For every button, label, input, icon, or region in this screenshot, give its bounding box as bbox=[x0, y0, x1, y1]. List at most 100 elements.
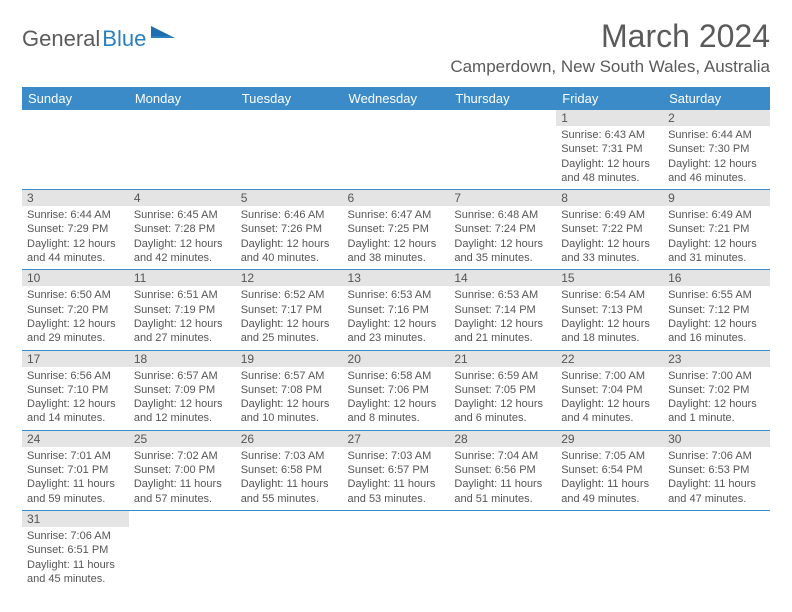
calendar-day-cell: 5Sunrise: 6:46 AMSunset: 7:26 PMDaylight… bbox=[236, 190, 343, 270]
day-details: Sunrise: 7:03 AMSunset: 6:58 PMDaylight:… bbox=[236, 447, 343, 510]
day-details: Sunrise: 6:53 AMSunset: 7:16 PMDaylight:… bbox=[343, 286, 450, 349]
calendar-day-cell: 16Sunrise: 6:55 AMSunset: 7:12 PMDayligh… bbox=[663, 270, 770, 350]
day-number: 29 bbox=[556, 431, 663, 447]
day-details: Sunrise: 6:49 AMSunset: 7:22 PMDaylight:… bbox=[556, 206, 663, 269]
day-number: 6 bbox=[343, 190, 450, 206]
day-details: Sunrise: 7:01 AMSunset: 7:01 PMDaylight:… bbox=[22, 447, 129, 510]
calendar-day-cell: 26Sunrise: 7:03 AMSunset: 6:58 PMDayligh… bbox=[236, 430, 343, 510]
day-details: Sunrise: 6:44 AMSunset: 7:29 PMDaylight:… bbox=[22, 206, 129, 269]
day-details: Sunrise: 7:06 AMSunset: 6:51 PMDaylight:… bbox=[22, 527, 129, 590]
calendar-day-cell: 23Sunrise: 7:00 AMSunset: 7:02 PMDayligh… bbox=[663, 350, 770, 430]
calendar-day-cell bbox=[236, 510, 343, 590]
day-details: Sunrise: 6:47 AMSunset: 7:25 PMDaylight:… bbox=[343, 206, 450, 269]
calendar-day-cell: 2Sunrise: 6:44 AMSunset: 7:30 PMDaylight… bbox=[663, 110, 770, 190]
calendar-day-cell: 10Sunrise: 6:50 AMSunset: 7:20 PMDayligh… bbox=[22, 270, 129, 350]
day-number: 7 bbox=[449, 190, 556, 206]
day-details: Sunrise: 7:00 AMSunset: 7:02 PMDaylight:… bbox=[663, 367, 770, 430]
calendar-week-row: 3Sunrise: 6:44 AMSunset: 7:29 PMDaylight… bbox=[22, 190, 770, 270]
calendar-day-cell: 14Sunrise: 6:53 AMSunset: 7:14 PMDayligh… bbox=[449, 270, 556, 350]
day-number: 22 bbox=[556, 351, 663, 367]
day-number: 21 bbox=[449, 351, 556, 367]
day-number: 5 bbox=[236, 190, 343, 206]
calendar-day-cell: 29Sunrise: 7:05 AMSunset: 6:54 PMDayligh… bbox=[556, 430, 663, 510]
calendar-day-cell: 17Sunrise: 6:56 AMSunset: 7:10 PMDayligh… bbox=[22, 350, 129, 430]
calendar-day-cell: 9Sunrise: 6:49 AMSunset: 7:21 PMDaylight… bbox=[663, 190, 770, 270]
day-number: 17 bbox=[22, 351, 129, 367]
day-number: 30 bbox=[663, 431, 770, 447]
day-details: Sunrise: 6:56 AMSunset: 7:10 PMDaylight:… bbox=[22, 367, 129, 430]
calendar-body: 1Sunrise: 6:43 AMSunset: 7:31 PMDaylight… bbox=[22, 110, 770, 590]
location-subtitle: Camperdown, New South Wales, Australia bbox=[450, 57, 770, 77]
calendar-day-cell bbox=[343, 110, 450, 190]
calendar-day-cell bbox=[449, 510, 556, 590]
calendar-day-cell bbox=[236, 110, 343, 190]
calendar-day-cell: 31Sunrise: 7:06 AMSunset: 6:51 PMDayligh… bbox=[22, 510, 129, 590]
calendar-day-cell: 13Sunrise: 6:53 AMSunset: 7:16 PMDayligh… bbox=[343, 270, 450, 350]
day-number: 23 bbox=[663, 351, 770, 367]
calendar-week-row: 10Sunrise: 6:50 AMSunset: 7:20 PMDayligh… bbox=[22, 270, 770, 350]
weekday-header: Thursday bbox=[449, 87, 556, 110]
day-details: Sunrise: 7:02 AMSunset: 7:00 PMDaylight:… bbox=[129, 447, 236, 510]
calendar-header-row: SundayMondayTuesdayWednesdayThursdayFrid… bbox=[22, 87, 770, 110]
calendar-day-cell bbox=[663, 510, 770, 590]
day-details: Sunrise: 6:46 AMSunset: 7:26 PMDaylight:… bbox=[236, 206, 343, 269]
day-number: 19 bbox=[236, 351, 343, 367]
day-details: Sunrise: 6:54 AMSunset: 7:13 PMDaylight:… bbox=[556, 286, 663, 349]
calendar-day-cell: 3Sunrise: 6:44 AMSunset: 7:29 PMDaylight… bbox=[22, 190, 129, 270]
calendar-day-cell: 8Sunrise: 6:49 AMSunset: 7:22 PMDaylight… bbox=[556, 190, 663, 270]
day-details: Sunrise: 6:57 AMSunset: 7:08 PMDaylight:… bbox=[236, 367, 343, 430]
day-number: 26 bbox=[236, 431, 343, 447]
day-number: 20 bbox=[343, 351, 450, 367]
day-number: 31 bbox=[22, 511, 129, 527]
calendar-day-cell: 15Sunrise: 6:54 AMSunset: 7:13 PMDayligh… bbox=[556, 270, 663, 350]
calendar-day-cell bbox=[449, 110, 556, 190]
day-details: Sunrise: 6:48 AMSunset: 7:24 PMDaylight:… bbox=[449, 206, 556, 269]
day-number: 10 bbox=[22, 270, 129, 286]
calendar-day-cell: 19Sunrise: 6:57 AMSunset: 7:08 PMDayligh… bbox=[236, 350, 343, 430]
day-number: 9 bbox=[663, 190, 770, 206]
day-number: 18 bbox=[129, 351, 236, 367]
calendar-day-cell: 28Sunrise: 7:04 AMSunset: 6:56 PMDayligh… bbox=[449, 430, 556, 510]
day-details: Sunrise: 6:49 AMSunset: 7:21 PMDaylight:… bbox=[663, 206, 770, 269]
flag-icon bbox=[151, 22, 175, 48]
day-number: 2 bbox=[663, 110, 770, 126]
day-details: Sunrise: 6:44 AMSunset: 7:30 PMDaylight:… bbox=[663, 126, 770, 189]
day-details: Sunrise: 6:45 AMSunset: 7:28 PMDaylight:… bbox=[129, 206, 236, 269]
day-number: 1 bbox=[556, 110, 663, 126]
day-details: Sunrise: 6:57 AMSunset: 7:09 PMDaylight:… bbox=[129, 367, 236, 430]
logo-text-general: General bbox=[22, 26, 100, 52]
calendar-day-cell: 30Sunrise: 7:06 AMSunset: 6:53 PMDayligh… bbox=[663, 430, 770, 510]
day-number: 13 bbox=[343, 270, 450, 286]
day-number: 27 bbox=[343, 431, 450, 447]
calendar-day-cell bbox=[22, 110, 129, 190]
calendar-week-row: 17Sunrise: 6:56 AMSunset: 7:10 PMDayligh… bbox=[22, 350, 770, 430]
weekday-header: Wednesday bbox=[343, 87, 450, 110]
day-details: Sunrise: 6:58 AMSunset: 7:06 PMDaylight:… bbox=[343, 367, 450, 430]
day-details: Sunrise: 7:03 AMSunset: 6:57 PMDaylight:… bbox=[343, 447, 450, 510]
day-details: Sunrise: 7:06 AMSunset: 6:53 PMDaylight:… bbox=[663, 447, 770, 510]
weekday-header: Monday bbox=[129, 87, 236, 110]
day-details: Sunrise: 6:51 AMSunset: 7:19 PMDaylight:… bbox=[129, 286, 236, 349]
calendar-day-cell: 18Sunrise: 6:57 AMSunset: 7:09 PMDayligh… bbox=[129, 350, 236, 430]
day-number: 4 bbox=[129, 190, 236, 206]
calendar-day-cell: 12Sunrise: 6:52 AMSunset: 7:17 PMDayligh… bbox=[236, 270, 343, 350]
day-number: 12 bbox=[236, 270, 343, 286]
calendar-day-cell bbox=[129, 510, 236, 590]
calendar-day-cell bbox=[129, 110, 236, 190]
calendar-week-row: 31Sunrise: 7:06 AMSunset: 6:51 PMDayligh… bbox=[22, 510, 770, 590]
day-details: Sunrise: 6:53 AMSunset: 7:14 PMDaylight:… bbox=[449, 286, 556, 349]
day-details: Sunrise: 6:50 AMSunset: 7:20 PMDaylight:… bbox=[22, 286, 129, 349]
day-details: Sunrise: 6:52 AMSunset: 7:17 PMDaylight:… bbox=[236, 286, 343, 349]
day-details: Sunrise: 6:55 AMSunset: 7:12 PMDaylight:… bbox=[663, 286, 770, 349]
day-number: 28 bbox=[449, 431, 556, 447]
day-number: 15 bbox=[556, 270, 663, 286]
day-details: Sunrise: 7:05 AMSunset: 6:54 PMDaylight:… bbox=[556, 447, 663, 510]
calendar-day-cell: 7Sunrise: 6:48 AMSunset: 7:24 PMDaylight… bbox=[449, 190, 556, 270]
calendar-day-cell: 4Sunrise: 6:45 AMSunset: 7:28 PMDaylight… bbox=[129, 190, 236, 270]
header: GeneralBlue March 2024 Camperdown, New S… bbox=[22, 18, 770, 77]
day-details: Sunrise: 7:00 AMSunset: 7:04 PMDaylight:… bbox=[556, 367, 663, 430]
logo: GeneralBlue bbox=[22, 22, 175, 52]
day-number: 24 bbox=[22, 431, 129, 447]
logo-text-blue: Blue bbox=[102, 26, 146, 52]
calendar-day-cell: 25Sunrise: 7:02 AMSunset: 7:00 PMDayligh… bbox=[129, 430, 236, 510]
